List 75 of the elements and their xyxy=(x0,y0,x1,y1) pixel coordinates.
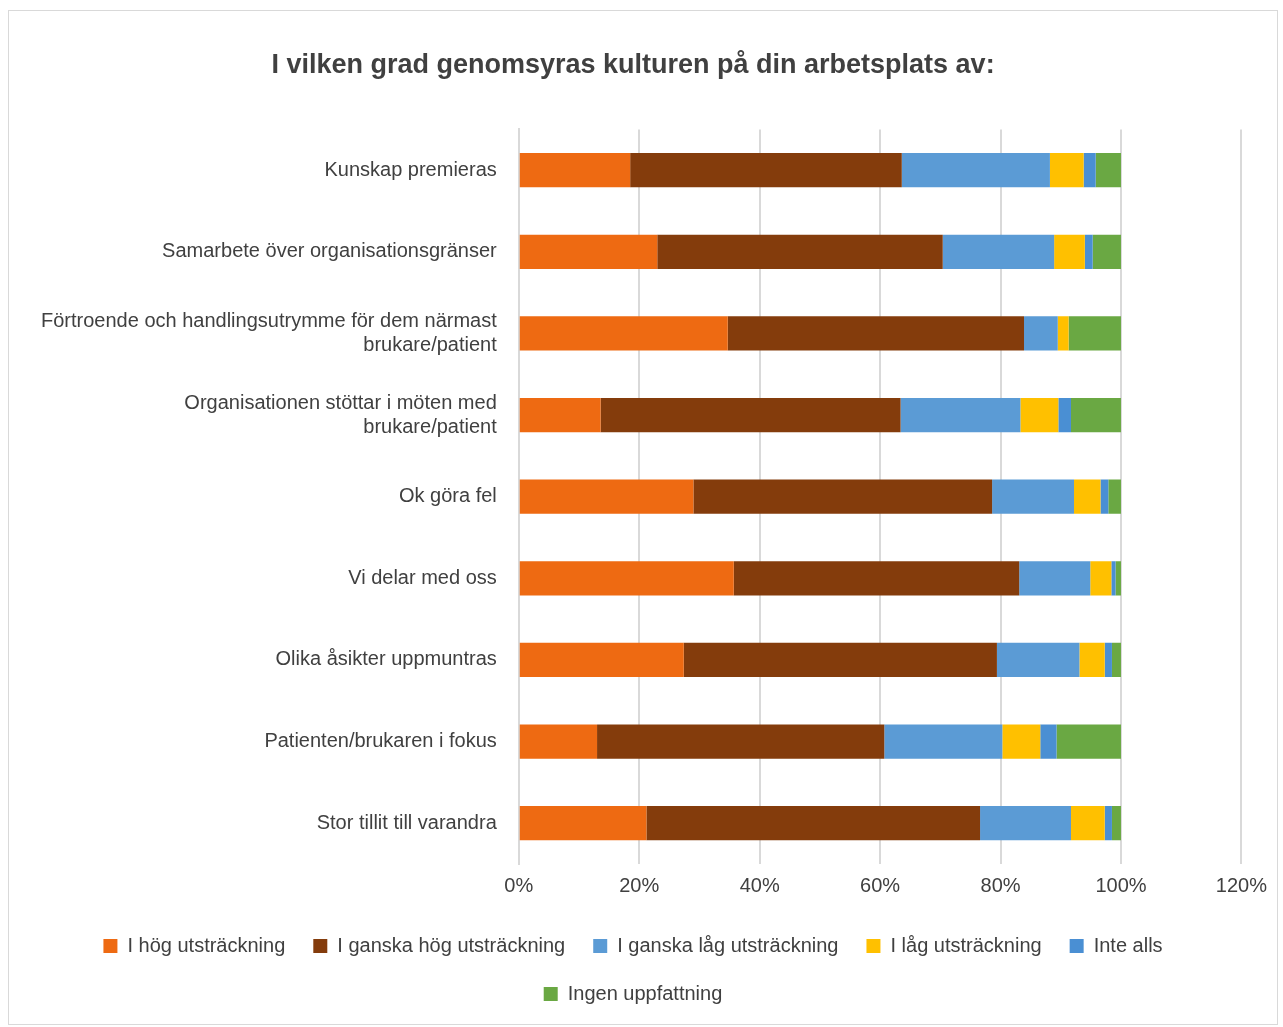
bar xyxy=(630,153,902,188)
legend-label: Ingen uppfattning xyxy=(567,981,723,1004)
bar xyxy=(1002,724,1041,759)
bar xyxy=(519,806,647,841)
bar xyxy=(1090,561,1112,596)
bar xyxy=(519,561,734,596)
bar xyxy=(600,397,901,433)
bar xyxy=(1074,479,1101,514)
bar xyxy=(519,724,598,759)
y-tick-label: Ok göra fel xyxy=(398,484,497,507)
bar xyxy=(1115,561,1121,596)
x-tick-label: 100% xyxy=(1095,873,1147,896)
bar xyxy=(519,234,658,269)
bar xyxy=(519,479,694,514)
bar xyxy=(1020,397,1059,433)
bar xyxy=(597,724,885,759)
bar xyxy=(657,234,943,269)
bar xyxy=(1057,316,1069,351)
bar xyxy=(1108,479,1121,514)
bar xyxy=(1083,153,1096,188)
bar xyxy=(1068,316,1121,351)
bar xyxy=(519,397,601,433)
bar xyxy=(727,316,1025,351)
x-tick-label: 20% xyxy=(619,873,660,896)
y-tick-label: Patienten/brukaren i fokus xyxy=(264,729,497,752)
bar xyxy=(519,316,728,351)
bar xyxy=(519,642,684,678)
y-tick-label: Olika åsikter uppmuntras xyxy=(275,647,497,670)
y-tick-label: Samarbete över organisationsgränser xyxy=(162,239,498,262)
bar xyxy=(1079,642,1105,678)
bar xyxy=(1084,234,1093,269)
bar xyxy=(1054,234,1085,269)
y-tick-label: Stor tillit till varandra xyxy=(316,810,498,833)
bar xyxy=(1058,397,1071,433)
bar xyxy=(693,479,993,514)
bar xyxy=(1092,234,1121,269)
bar xyxy=(992,479,1075,514)
legend-label: I ganska hög utsträckning xyxy=(337,933,566,956)
bar xyxy=(1111,642,1121,678)
legend-label: I hög utsträckning xyxy=(127,933,286,956)
x-tick-label: 60% xyxy=(860,873,901,896)
legend-label: Inte alls xyxy=(1093,933,1163,956)
bar xyxy=(901,153,1050,188)
y-tick-label: Organisationen stöttar i möten med brukare/patient xyxy=(184,390,498,437)
bar xyxy=(1019,561,1091,596)
bar xyxy=(1071,806,1105,841)
legend-label: I låg utsträckning xyxy=(890,933,1042,956)
y-tick-label: Vi delar med oss xyxy=(348,565,497,588)
bar xyxy=(1040,724,1057,759)
y-tick-label: Kunskap premieras xyxy=(324,157,497,180)
bar xyxy=(733,561,1020,596)
bar xyxy=(683,642,997,678)
bar xyxy=(1024,316,1058,351)
bar xyxy=(1095,153,1121,188)
x-tick-label: 120% xyxy=(1215,873,1268,896)
x-tick-label: 40% xyxy=(739,873,780,896)
bar xyxy=(1111,561,1116,596)
bar xyxy=(519,153,631,188)
bar xyxy=(646,806,981,841)
x-tick-label: 80% xyxy=(980,873,1021,896)
bar xyxy=(942,234,1055,269)
bar xyxy=(900,397,1021,433)
bar xyxy=(1049,153,1084,188)
bar xyxy=(1056,724,1121,759)
x-tick-label: 0% xyxy=(504,873,534,896)
bar xyxy=(1104,806,1112,841)
legend-label: I ganska låg utsträckning xyxy=(617,933,839,956)
bar xyxy=(884,724,1003,759)
chart-title: I vilken grad genomsyras kulturen på din arbetsplats av: xyxy=(271,48,995,79)
bar xyxy=(1104,642,1112,678)
bar xyxy=(1071,397,1121,433)
y-tick-label: Förtroende och handlingsutrymme för dem närmast brukare/patient xyxy=(41,308,498,355)
bar xyxy=(980,806,1071,841)
bar xyxy=(996,642,1080,678)
bar xyxy=(1111,806,1121,841)
